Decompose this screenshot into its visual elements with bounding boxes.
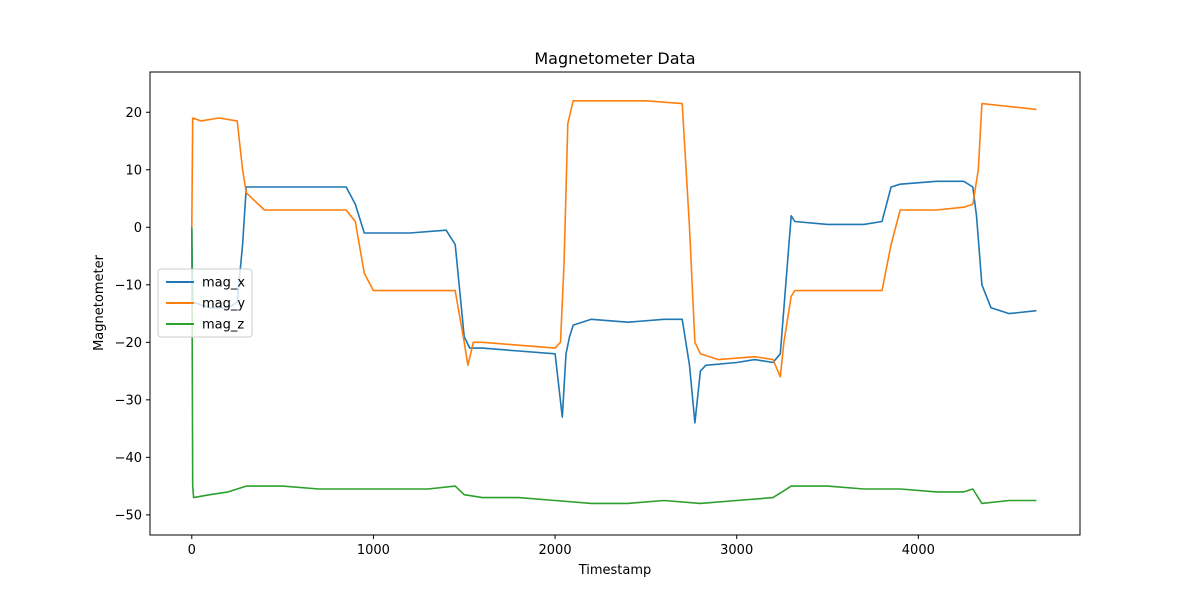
legend-frame bbox=[157, 268, 253, 338]
series-line-mag_x bbox=[191, 180, 1037, 424]
plot-frame bbox=[149, 71, 1081, 536]
y-axis-ticks: −50 −40 −30 −20 −10 0 10 20 bbox=[115, 106, 150, 523]
x-tick-label: 1000 bbox=[357, 543, 390, 558]
series-group bbox=[191, 100, 1037, 505]
y-tick-label: 10 bbox=[125, 163, 142, 178]
y-tick-label: 0 bbox=[134, 221, 142, 236]
y-tick-label: −50 bbox=[115, 508, 142, 523]
x-tick-label: 0 bbox=[188, 543, 196, 558]
y-axis-label: Magnetometer bbox=[92, 254, 107, 350]
y-tick-label: 20 bbox=[125, 106, 142, 121]
legend-label-mag_z: mag_z bbox=[202, 318, 244, 333]
series-line-mag_y bbox=[191, 100, 1037, 378]
x-axis-label: Timestamp bbox=[578, 563, 652, 578]
legend-label-mag_x: mag_x bbox=[202, 276, 245, 291]
legend: mag_x mag_y mag_z bbox=[157, 268, 253, 338]
y-tick-label: −40 bbox=[115, 451, 142, 466]
x-tick-label: 4000 bbox=[902, 543, 935, 558]
y-tick-label: −30 bbox=[115, 393, 142, 408]
y-tick-label: −10 bbox=[115, 278, 142, 293]
x-tick-label: 2000 bbox=[539, 543, 572, 558]
x-axis-ticks: 0 1000 2000 3000 4000 bbox=[188, 535, 935, 558]
x-tick-label: 3000 bbox=[720, 543, 753, 558]
chart-title: Magnetometer Data bbox=[534, 49, 695, 68]
series-line-mag_z bbox=[191, 227, 1037, 505]
legend-label-mag_y: mag_y bbox=[202, 297, 245, 312]
y-tick-label: −20 bbox=[115, 336, 142, 351]
